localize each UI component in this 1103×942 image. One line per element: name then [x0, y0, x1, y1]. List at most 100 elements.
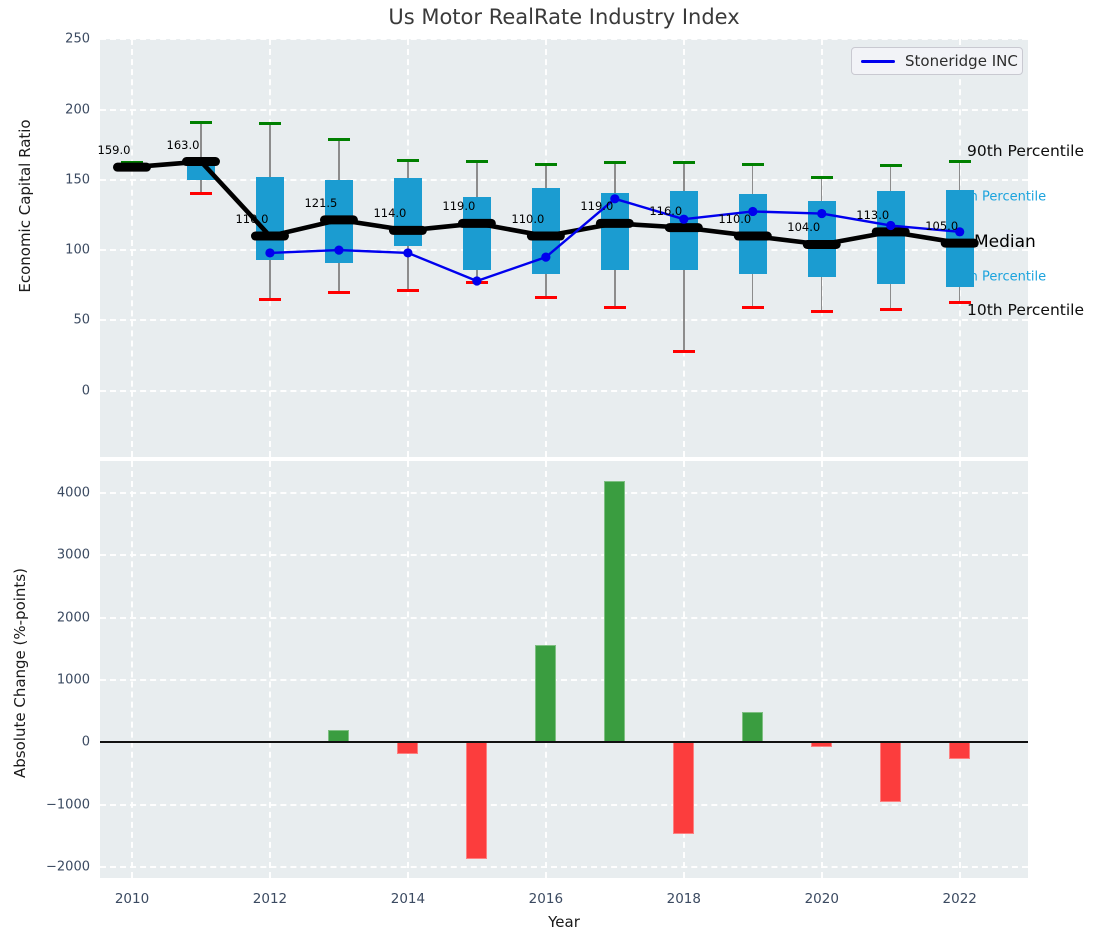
bottom-gridline-h [100, 865, 1028, 868]
bottom-gridline-h [100, 803, 1028, 806]
iqr-box-2013 [324, 179, 353, 263]
median-value-label-2014: 114.0 [373, 206, 407, 221]
bottom-gridline-v [131, 461, 133, 878]
top-gridline-h [100, 39, 1028, 41]
median-value-label-2010: 159.0 [97, 143, 131, 158]
bar-2018 [673, 742, 695, 834]
median-value-label-2017: 119.0 [580, 199, 614, 214]
bottom-ytick-4000: 4000 [56, 485, 90, 501]
top-ytick-200: 200 [65, 102, 90, 118]
legend-label: Stoneridge INC [905, 52, 1018, 70]
bottom-gridline-h [100, 492, 1028, 495]
top-gridline-h [100, 108, 1028, 111]
median-value-label-2015: 119.0 [442, 199, 476, 214]
bottom-ytick-1000: 1000 [56, 672, 90, 688]
x-axis-label: Year [548, 913, 580, 931]
median-value-label-2011: 163.0 [166, 137, 200, 152]
iqr-box-2019 [738, 193, 767, 274]
p10-cap-2016 [534, 296, 557, 300]
p90-cap-2015 [465, 160, 488, 164]
p90-cap-2012 [258, 122, 281, 126]
iqr-box-2016 [531, 188, 560, 274]
bar-2014 [397, 742, 419, 754]
annotation-median: Median [974, 232, 1036, 252]
iqr-box-2022 [945, 189, 974, 287]
p10-cap-2011 [189, 192, 212, 196]
top-ytick-50: 50 [73, 312, 90, 328]
median-value-label-2012: 110.0 [235, 212, 269, 227]
p90-cap-2014 [396, 158, 419, 162]
median-value-label-2016: 110.0 [511, 212, 545, 227]
p90-cap-2021 [879, 164, 902, 168]
top-ytick-250: 250 [65, 31, 90, 47]
p10-cap-2020 [810, 310, 833, 314]
bottom-gridline-v [682, 461, 685, 878]
top-y-axis-label: Economic Capital Ratio [16, 119, 34, 293]
p90-cap-2013 [327, 137, 350, 141]
bottom-ytick-0: 0 [81, 734, 90, 750]
top-ytick-100: 100 [65, 242, 90, 258]
top-ytick-0: 0 [81, 383, 90, 399]
legend: Stoneridge INC [851, 47, 1023, 75]
annotation-10th-percentile: 10th Percentile [967, 300, 1085, 319]
xtick-2012: 2012 [252, 891, 288, 907]
iqr-box-2021 [876, 191, 905, 284]
bar-2016 [535, 645, 557, 743]
p10-cap-2022 [948, 300, 971, 304]
bottom-y-axis-label: Absolute Change (%-points) [11, 568, 29, 778]
bottom-ytick-2000: 2000 [56, 610, 90, 626]
p90-cap-2018 [672, 161, 695, 165]
bar-2015 [466, 742, 488, 860]
chart-title: Us Motor RealRate Industry Index [388, 5, 740, 29]
bar-2021 [880, 742, 902, 803]
p10-cap-2018 [672, 349, 695, 353]
median-value-label-2019: 110.0 [718, 212, 752, 227]
xtick-2010: 2010 [114, 891, 150, 907]
top-ytick-150: 150 [65, 172, 90, 188]
median-value-label-2020: 104.0 [787, 220, 821, 235]
p90-cap-2017 [603, 161, 626, 165]
bottom-gridline-v [958, 461, 961, 878]
iqr-box-2010 [118, 165, 146, 170]
xtick-2020: 2020 [804, 891, 839, 907]
p90-cap-2022 [948, 160, 971, 164]
median-value-label-2022: 105.0 [925, 219, 959, 234]
top-gridline-v [131, 39, 133, 457]
p90-cap-2019 [741, 162, 764, 166]
bottom-gridline-h [100, 616, 1028, 619]
p90-cap-2016 [534, 162, 557, 166]
xtick-2014: 2014 [390, 891, 426, 907]
bar-2022 [949, 742, 971, 760]
median-value-label-2013: 121.5 [304, 195, 338, 210]
p10-cap-2014 [396, 289, 419, 293]
xtick-2018: 2018 [666, 891, 701, 907]
bottom-ytick--1000: −1000 [46, 797, 90, 813]
annotation-90th-percentile: 90th Percentile [967, 142, 1085, 160]
bottom-gridline-v [406, 461, 409, 878]
xtick-2022: 2022 [942, 891, 977, 907]
p90-cap-2011 [189, 120, 212, 124]
p10-cap-2021 [879, 307, 902, 311]
legend-line-sample [861, 59, 895, 63]
bar-2017 [604, 480, 626, 743]
bottom-gridline-h [100, 678, 1028, 681]
iqr-box-2011 [186, 158, 215, 180]
zero-line [100, 741, 1028, 744]
p10-cap-2012 [258, 297, 281, 301]
top-gridline-h [100, 389, 1028, 392]
bottom-gridline-v [268, 461, 271, 878]
bottom-plot-area [100, 461, 1028, 878]
bottom-gridline-v [820, 461, 823, 878]
median-value-label-2021: 113.0 [856, 207, 890, 222]
p10-cap-2019 [741, 306, 764, 310]
bar-2019 [742, 711, 764, 743]
bottom-ytick-3000: 3000 [56, 547, 90, 563]
top-gridline-h [100, 178, 1028, 181]
iqr-box-2020 [807, 200, 836, 277]
median-value-label-2018: 116.0 [649, 203, 683, 218]
p90-cap-2010 [121, 161, 143, 165]
p10-cap-2013 [327, 290, 350, 294]
bottom-gridline-h [100, 554, 1028, 557]
xtick-2016: 2016 [528, 891, 564, 907]
